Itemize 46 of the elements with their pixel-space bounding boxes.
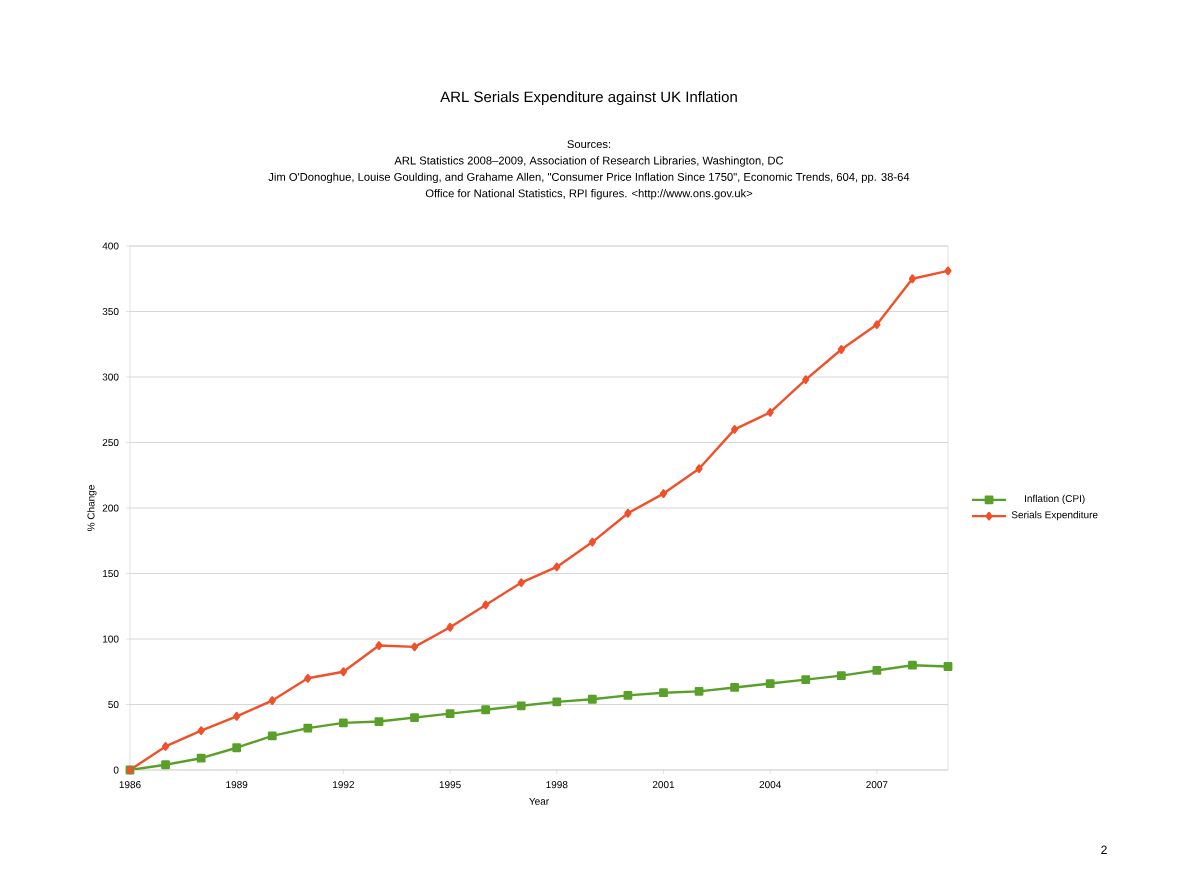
point — [445, 709, 455, 719]
point — [659, 688, 668, 698]
point — [233, 711, 241, 721]
point — [481, 705, 491, 715]
point — [908, 274, 917, 284]
point — [802, 375, 810, 385]
point — [304, 673, 312, 683]
point — [837, 345, 845, 354]
point — [482, 600, 490, 610]
point — [908, 660, 917, 670]
point — [446, 622, 454, 632]
point — [623, 690, 633, 700]
point — [943, 662, 953, 671]
point — [731, 425, 739, 434]
point — [765, 679, 775, 688]
point — [197, 726, 205, 736]
point — [339, 667, 347, 677]
point — [659, 489, 668, 498]
point — [303, 723, 313, 733]
point — [552, 697, 562, 707]
point — [694, 687, 704, 696]
point — [374, 717, 384, 726]
point — [695, 464, 703, 474]
point — [161, 760, 170, 770]
point — [553, 562, 561, 572]
point — [836, 671, 846, 681]
point — [944, 266, 952, 276]
point — [338, 718, 348, 728]
point — [410, 713, 419, 722]
point — [624, 508, 632, 518]
point — [587, 694, 597, 704]
point — [516, 701, 526, 711]
point — [268, 696, 276, 705]
point — [375, 641, 383, 650]
point — [196, 753, 206, 763]
point — [872, 666, 882, 675]
point — [232, 743, 242, 753]
point — [410, 642, 419, 652]
point — [873, 320, 881, 329]
point — [766, 407, 774, 417]
point — [730, 683, 740, 692]
point — [517, 578, 525, 588]
point — [161, 742, 170, 751]
point — [267, 731, 277, 741]
point — [588, 537, 596, 547]
point — [801, 675, 811, 685]
